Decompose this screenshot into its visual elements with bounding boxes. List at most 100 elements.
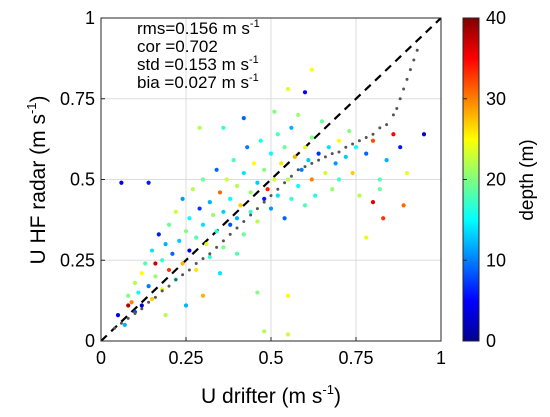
scatter-point [377,177,382,182]
scatter-point [163,242,168,247]
scatter-point [275,193,280,198]
colorbar-tick-label: 40 [486,8,506,28]
scatter-point [265,187,270,192]
scatter-point [285,332,291,337]
scatter-point [377,187,382,192]
scatter-point [326,145,331,150]
scatter-point [343,154,348,159]
quantile-point [262,200,266,204]
quantile-point [208,252,212,256]
quantile-point [412,58,416,62]
scatter-point [357,193,362,198]
quantile-point [174,278,178,282]
scatter-point [309,135,314,140]
scatter-point [258,138,263,143]
scatter-point [347,128,352,134]
scatter-point [221,125,226,130]
quantile-point [405,77,409,81]
quantile-point [310,161,314,165]
scatter-point [262,167,267,172]
scatter-point [139,271,144,276]
quantile-point [398,97,402,101]
x-tick-label: 0.75 [338,348,373,368]
scatter-point [336,138,342,143]
stats-line: cor =0.702 [137,37,218,56]
quantile-point [249,213,253,217]
scatter-point [149,296,155,302]
scatter-point [153,261,158,266]
scatter-point [200,293,206,298]
scatter-point [119,180,124,185]
scatter-points [115,67,427,337]
scatter-point [285,86,291,92]
quantile-point [215,245,219,249]
scatter-point [180,261,185,266]
quantile-point [317,158,321,162]
scatter-point [183,303,189,308]
scatter-point [319,119,325,124]
scatter-point [234,183,240,189]
scatter-point [336,177,342,182]
scatter-point [248,209,253,214]
scatter-point [173,209,178,214]
colorbar-tick-label: 20 [486,170,506,190]
quantile-point [289,174,293,178]
y-tick-label: 0.75 [60,89,95,109]
y-tick-label: 0 [85,331,95,351]
scatter-point [149,248,155,253]
scatter-point [296,112,301,117]
scatter-point [302,145,308,150]
scatter-point [401,203,406,208]
quantile-point [153,295,157,299]
scatter-point [364,235,369,240]
x-tick-label: 0 [96,348,106,368]
quantile-point [201,257,205,261]
quantile-point [344,145,348,149]
scatter-point [255,219,260,224]
colorbar-label: depth (m) [517,139,538,220]
scatter-point [136,290,141,295]
scatter-point [262,329,267,334]
quantile-point [378,126,382,130]
scatter-point [350,170,355,176]
quantile-point [276,187,280,191]
scatter-point [132,280,138,285]
quantile-point [147,300,151,304]
stats-line: rms=0.156 m s-1 [137,18,260,38]
scatter-point [180,196,185,201]
quantile-point [385,123,389,127]
scatter-point [370,138,376,143]
scatter-point [221,209,226,214]
quantile-point [269,194,273,198]
quantile-point [235,226,239,230]
scatter-point [122,322,127,327]
scatter-point [207,254,212,260]
scatter-point [228,196,233,201]
scatter-point [187,248,192,253]
scatter-point [197,206,202,211]
scatter-point [248,190,253,195]
colorbar-ticks: 0 10 20 30 40 [463,8,506,351]
scatter-point [245,145,250,150]
scatter-point [275,132,280,137]
scatter-point [207,200,212,205]
x-tick-label: 0.25 [168,348,203,368]
quantile-point [330,152,334,156]
scatter-point [194,235,199,240]
scatter-point [214,167,219,172]
scatter-point [170,251,175,256]
scatter-point [268,151,274,156]
scatter-point [398,145,403,150]
scatter-point [166,222,172,227]
quantile-point [126,316,130,320]
scatter-point [217,271,223,276]
x-tick-label: 1 [436,348,446,368]
quantile-point [113,326,117,330]
quantile-point [415,48,419,52]
quantile-point [364,136,368,140]
scatter-point [404,170,410,176]
scatter-point [285,293,291,298]
scatter-point [391,132,396,137]
scatter-point [306,158,311,163]
